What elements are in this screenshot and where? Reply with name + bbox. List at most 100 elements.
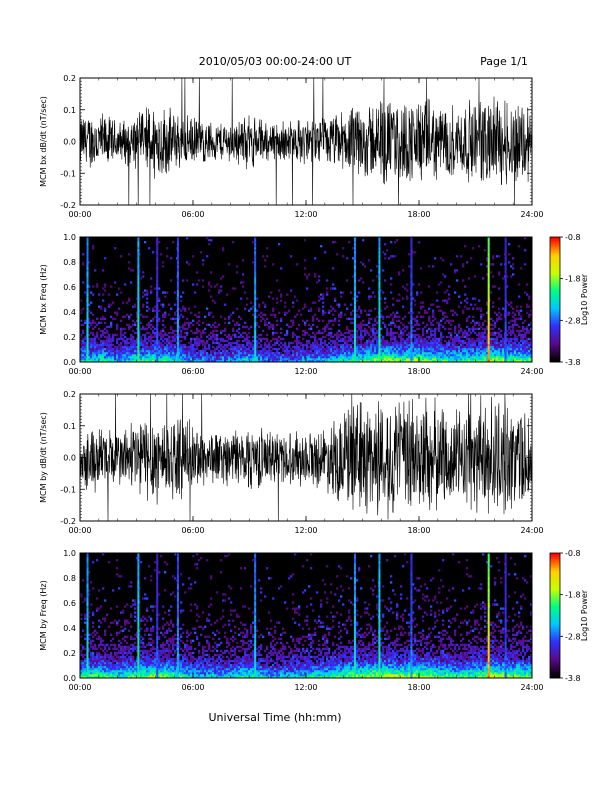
colorbar-swatch <box>550 237 560 240</box>
spectrogram-cell <box>442 299 445 302</box>
spectrogram-cell <box>438 305 441 308</box>
spectrogram-spike <box>378 239 381 242</box>
spectrogram-cell <box>302 351 305 355</box>
spectrogram-cell <box>224 303 227 306</box>
spectrogram-spike <box>176 301 179 304</box>
spectrogram-spike <box>137 331 140 335</box>
spectrogram-cell <box>296 357 299 361</box>
spectrogram-cell <box>522 351 525 355</box>
spectrogram-spike <box>156 321 159 324</box>
spectrogram-cell <box>294 353 297 357</box>
spectrogram-cell <box>186 349 189 353</box>
spectrogram-spike <box>353 319 356 322</box>
spectrogram-cell <box>94 341 97 345</box>
spectrogram-cell <box>424 353 427 357</box>
spectrogram-cell <box>492 301 495 304</box>
spectrogram-cell <box>142 359 145 363</box>
spectrogram-spike <box>156 275 159 278</box>
spectrogram-cell <box>202 341 205 345</box>
spectrogram-cell <box>390 353 393 357</box>
spectrogram-cell <box>248 309 251 312</box>
spectrogram-cell <box>342 343 345 347</box>
spectrogram-cell <box>416 351 419 355</box>
spectrogram-spike <box>504 333 507 337</box>
spectrogram-cell <box>126 357 129 361</box>
spectrogram-spike <box>86 327 89 331</box>
spectrogram-cell <box>218 345 221 349</box>
colorbar-swatch <box>550 343 560 346</box>
colorbar-swatch <box>550 241 560 244</box>
spectrogram-cell <box>316 339 319 343</box>
spectrogram-cell <box>116 359 119 363</box>
spectrogram-cell <box>146 293 149 296</box>
spectrogram-cell <box>444 345 447 349</box>
spectrogram-spike <box>137 265 140 268</box>
spectrogram-cell <box>130 353 133 357</box>
spectrogram-cell <box>316 355 319 359</box>
spectrogram-cell <box>494 339 497 343</box>
spectrogram-spike <box>378 339 381 343</box>
spectrogram-cell <box>408 331 411 335</box>
spectrogram-cell <box>422 339 425 343</box>
spectrogram-cell <box>158 345 161 349</box>
spectrogram-cell <box>462 265 465 268</box>
spectrogram-cell <box>480 263 483 266</box>
spectrogram-spike <box>353 275 356 278</box>
spectrogram-cell <box>356 323 359 327</box>
spectrogram-cell <box>352 359 355 363</box>
spectrogram-cell <box>170 345 173 349</box>
spectrogram-cell <box>280 341 283 345</box>
spectrogram-cell <box>390 359 393 363</box>
spectrogram-cell <box>150 357 153 361</box>
spectrogram-cell <box>180 343 183 347</box>
spectrogram-cell <box>246 333 249 337</box>
spectrogram-cell <box>192 255 195 258</box>
spectrogram-spike <box>254 333 257 337</box>
spectrogram-cell <box>332 353 335 357</box>
spectrogram-cell <box>118 353 121 357</box>
spectrogram-cell <box>406 337 409 341</box>
spectrogram-cell <box>308 273 311 276</box>
spectrogram-cell <box>200 355 203 359</box>
spectrogram-cell <box>394 347 397 351</box>
spectrogram-cell <box>292 301 295 304</box>
spectrogram-cell <box>472 307 475 310</box>
spectrogram-cell <box>444 343 447 347</box>
spectrogram-cell <box>394 339 397 343</box>
spectrogram-spike <box>353 309 356 312</box>
spectrogram-cell <box>430 351 433 355</box>
spectrogram-cell <box>412 335 415 339</box>
spectrogram-cell <box>158 347 161 351</box>
spectrogram-cell <box>340 315 343 318</box>
spectrogram-cell <box>252 241 255 244</box>
spectrogram-cell <box>180 355 183 359</box>
spectrogram-cell <box>118 349 121 353</box>
spectrogram-cell <box>136 345 139 349</box>
spectrogram-cell <box>296 313 299 316</box>
spectrogram-spike <box>504 249 507 252</box>
spectrogram-cell <box>350 337 353 341</box>
spectrogram-cell <box>510 325 513 329</box>
spectrogram-cell <box>368 259 371 262</box>
spectrogram-cell <box>472 247 475 250</box>
spectrogram-cell <box>380 313 383 316</box>
spectrogram-cell <box>152 307 155 310</box>
spectrogram-cell <box>424 347 427 351</box>
spectrogram-cell <box>506 343 509 347</box>
spectrogram-cell <box>180 331 183 335</box>
spectrogram-cell <box>340 357 343 361</box>
spectrogram-cell <box>322 327 325 331</box>
spectrogram-cell <box>220 331 223 335</box>
spectrogram-spike <box>378 263 381 266</box>
spectrogram-cell <box>510 353 513 357</box>
spectrogram-cell <box>152 339 155 343</box>
spectrogram-cell <box>90 323 93 327</box>
spectrogram-cell <box>416 345 419 349</box>
spectrogram-spike <box>176 309 179 312</box>
spectrogram-cell <box>320 347 323 351</box>
spectrogram-cell <box>316 341 319 345</box>
spectrogram-cell <box>468 343 471 347</box>
spectrogram-cell <box>82 253 85 256</box>
spectrogram-cell <box>84 357 87 361</box>
spectrogram-cell <box>394 353 397 357</box>
